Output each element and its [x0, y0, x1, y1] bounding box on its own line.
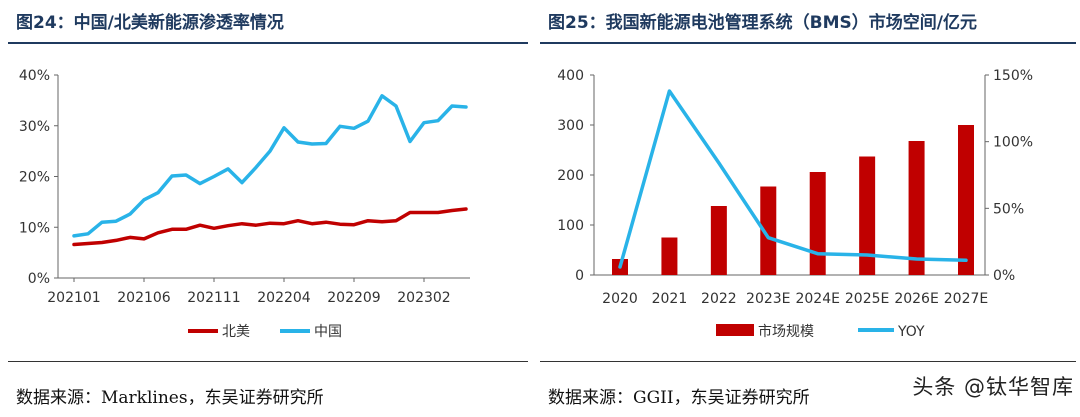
x-tick-label: 2022 — [701, 291, 737, 307]
series-line-north-america — [72, 207, 468, 247]
bar-market-size — [908, 141, 925, 275]
left-y-tick-label: 100 — [557, 218, 584, 234]
series-line-china — [72, 94, 468, 238]
x-tick-label: 2025E — [845, 291, 889, 307]
x-tick-label: 202209 — [327, 290, 380, 306]
x-tick-label: 2027E — [944, 291, 988, 307]
x-tick-label: 202111 — [187, 290, 240, 306]
right-figure: 图25：我国新能源电池管理系统（BMS）市场空间/亿元 0 100 200 300 40… — [540, 0, 1080, 417]
y-tick-label: 40% — [19, 68, 50, 84]
series-line-yoy — [618, 89, 968, 269]
right-bottom-rule — [540, 361, 1076, 362]
bar-market-size — [859, 156, 876, 275]
left-y-tick-label: 400 — [557, 68, 584, 84]
y-tick-label: 20% — [19, 170, 50, 186]
x-tick-label: 2023E — [746, 291, 790, 307]
x-tick-label: 2024E — [795, 291, 839, 307]
left-figure: 图24：中国/北美新能源渗透率情况 0% 10% 20% 30% 40% 202101 20… — [0, 0, 532, 417]
legend-label: 中国 — [314, 324, 342, 340]
left-title-rule — [8, 42, 528, 44]
legend-swatch-bar — [716, 324, 754, 336]
left-y-tick-label: 0 — [575, 268, 584, 284]
left-bottom-rule — [8, 361, 528, 362]
x-tick-label: 202106 — [117, 290, 171, 306]
left-figure-title: 图24：中国/北美新能源渗透率情况 — [16, 13, 284, 33]
x-tick-label: 202302 — [397, 290, 450, 306]
legend-label: 市场规模 — [758, 323, 814, 340]
bar-market-size — [809, 172, 826, 275]
x-tick-label: 2021 — [652, 291, 688, 307]
x-tick-label: 2020 — [602, 291, 638, 307]
right-y-tick-label: 150% — [993, 68, 1033, 84]
bar-market-size — [760, 186, 777, 275]
right-y-tick-label: 100% — [993, 135, 1033, 151]
legend-label: YOY — [897, 324, 925, 340]
watermark-text: 头条 @钛华智库 — [912, 375, 1074, 399]
y-tick-label: 30% — [19, 119, 50, 135]
x-tick-label: 2026E — [894, 291, 938, 307]
right-figure-title: 图25：我国新能源电池管理系统（BMS）市场空间/亿元 — [548, 13, 977, 33]
y-tick-label: 10% — [19, 220, 50, 236]
penetration-line-chart: 0% 10% 20% 30% 40% 202101 202106 202111 202204 20… — [19, 68, 470, 340]
right-y-tick-label: 0% — [993, 268, 1015, 284]
left-source-note: 数据来源：Marklines，东吴证券研究所 — [16, 388, 324, 408]
right-y-tick-label: 50% — [993, 201, 1024, 217]
x-tick-label: 202101 — [47, 290, 100, 306]
bar-market-size — [661, 237, 678, 275]
legend-label: 北美 — [222, 324, 250, 340]
right-source-note: 数据来源：GGII，东吴证券研究所 — [548, 388, 810, 408]
bar-market-size — [958, 125, 974, 275]
x-tick-label: 202204 — [257, 290, 311, 306]
bar-market-size — [710, 206, 727, 275]
right-title-rule — [540, 42, 1076, 44]
left-y-tick-label: 200 — [557, 168, 584, 184]
y-tick-label: 0% — [28, 271, 50, 287]
bms-market-combo-chart: 0 100 200 300 400 0% 50% 100% 150% 2020 2021 2022 20… — [557, 68, 1033, 340]
left-y-tick-label: 300 — [557, 118, 584, 134]
